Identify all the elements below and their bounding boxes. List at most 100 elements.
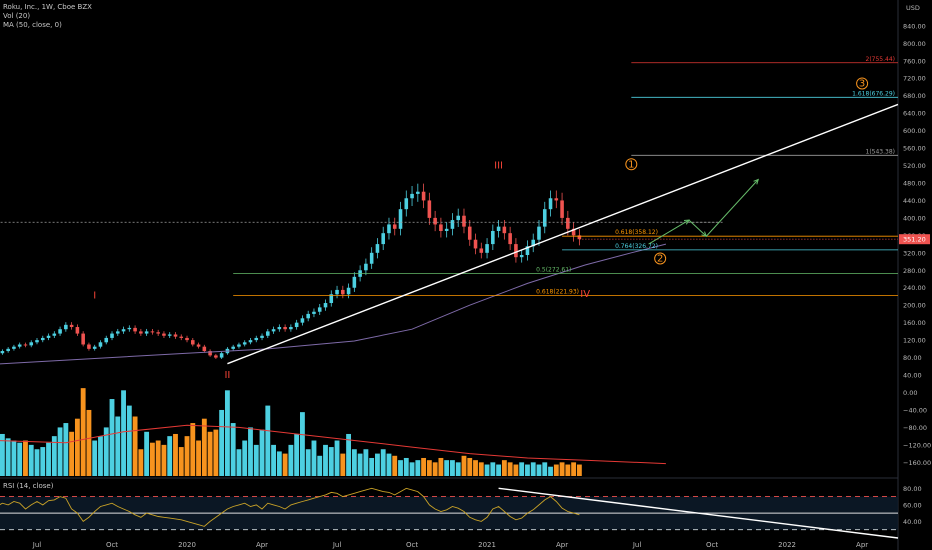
volume-bar	[507, 462, 513, 476]
volume-bar	[161, 444, 167, 476]
candle-body	[98, 342, 103, 347]
volume-bar	[98, 436, 103, 476]
price-tick-label: 640.00	[903, 110, 926, 118]
main-legend[interactable]: Roku, Inc., 1W, Cboe BZX Vol (20) MA (50…	[3, 3, 92, 30]
volume-bar	[559, 462, 565, 476]
price-tick-label: 200.00	[903, 302, 926, 310]
volume-bar	[57, 427, 63, 476]
fib-level-label: 0.618(358.12)	[615, 229, 658, 236]
volume-bar	[230, 423, 236, 476]
price-tick-label: −120.00	[903, 441, 931, 449]
candle-body	[542, 209, 547, 227]
volume-bar	[5, 438, 11, 476]
x-tick-label: Jul	[332, 541, 342, 549]
volume-bar	[519, 462, 525, 476]
volume-bar	[409, 462, 415, 476]
fib-level-label: 1(543.38)	[866, 148, 896, 155]
candle-body	[104, 337, 109, 343]
volume-bar	[386, 453, 392, 476]
volume-bar	[525, 464, 530, 476]
candle-body	[537, 226, 541, 240]
volume-bar	[184, 436, 190, 476]
volume-bar	[461, 455, 467, 476]
volume-bar	[92, 440, 98, 476]
candle-body	[560, 200, 564, 218]
volume-bar	[80, 388, 86, 476]
candle-body	[237, 344, 241, 347]
price-tick-label: 840.00	[903, 22, 926, 30]
candle-body	[191, 340, 195, 345]
projection-arrow	[705, 179, 759, 237]
candle-body	[375, 244, 380, 253]
volume-bar	[317, 455, 323, 476]
price-tick-label: 600.00	[903, 127, 926, 135]
rsi-legend-label[interactable]: RSI (14, close)	[3, 482, 54, 490]
volume-bar	[28, 444, 34, 476]
ma-legend[interactable]: MA (50, close, 0)	[3, 21, 62, 29]
candle-body	[58, 329, 62, 334]
volume-bar	[490, 462, 496, 476]
volume-bar	[34, 449, 40, 476]
volume-bar	[74, 418, 80, 476]
candle-body	[248, 340, 253, 343]
last-price-badge	[899, 234, 930, 245]
candle-body	[283, 327, 287, 330]
price-tick-label: 0.00	[903, 389, 917, 397]
candle-body	[231, 346, 235, 349]
volume-bar	[536, 464, 542, 476]
x-tick-label: Oct	[106, 541, 118, 549]
volume-bar	[126, 405, 132, 476]
x-tick-label: Oct	[406, 541, 418, 549]
candle-body	[40, 337, 45, 341]
candle-body	[162, 333, 166, 336]
volume-bar	[311, 440, 317, 476]
projection-arrow-head	[753, 178, 760, 185]
volume-bar	[323, 444, 328, 476]
candle-body	[46, 335, 51, 338]
volume-bar	[450, 460, 455, 476]
fib-level-label: 0.764(326.72)	[615, 243, 658, 250]
rsi-line	[0, 487, 580, 527]
candle-body	[433, 217, 437, 225]
price-tick-label: 440.00	[903, 197, 926, 205]
candle-body	[502, 226, 507, 234]
candle-body	[335, 289, 339, 295]
volume-bar	[473, 460, 478, 476]
rsi-tick-label: 60.00	[903, 501, 922, 509]
price-tick-label: −80.00	[903, 424, 927, 432]
price-tick-label: 480.00	[903, 179, 926, 187]
price-tick-label: 800.00	[903, 40, 926, 48]
candle-body	[17, 344, 22, 347]
candle-body	[196, 344, 201, 347]
price-tick-label: 320.00	[903, 249, 926, 257]
trendline-rsi-down	[498, 487, 899, 539]
candle-body	[167, 334, 172, 336]
rsi-legend[interactable]: RSI (14, close)	[3, 482, 53, 491]
volume-bar	[553, 464, 559, 476]
candle-body	[0, 351, 5, 354]
volume-bar	[201, 418, 207, 476]
candle-body	[289, 327, 293, 330]
candle-body	[266, 331, 270, 336]
candle-body	[462, 215, 466, 227]
volume-legend[interactable]: Vol (20)	[3, 12, 31, 20]
x-tick-label: Apr	[856, 541, 868, 549]
x-tick-label: Apr	[256, 541, 268, 549]
symbol-legend[interactable]: Roku, Inc., 1W, Cboe BZX	[3, 3, 92, 11]
x-tick-label: Jul	[632, 541, 642, 549]
volume-bar	[253, 444, 259, 476]
fib-level-label: 0.5(272.61)	[536, 267, 571, 274]
volume-bar	[294, 433, 300, 476]
volume-bar	[213, 429, 219, 476]
currency-label: USD	[906, 4, 920, 12]
x-tick-label: Apr	[556, 541, 568, 549]
candle-body	[346, 287, 351, 295]
volume-bar	[173, 433, 178, 476]
candle-body	[271, 329, 276, 332]
candle-body	[369, 252, 374, 264]
x-tick-label: 2022	[778, 541, 796, 549]
volume-bar	[149, 442, 155, 476]
candle-body	[398, 209, 403, 229]
candle-body	[381, 233, 385, 245]
